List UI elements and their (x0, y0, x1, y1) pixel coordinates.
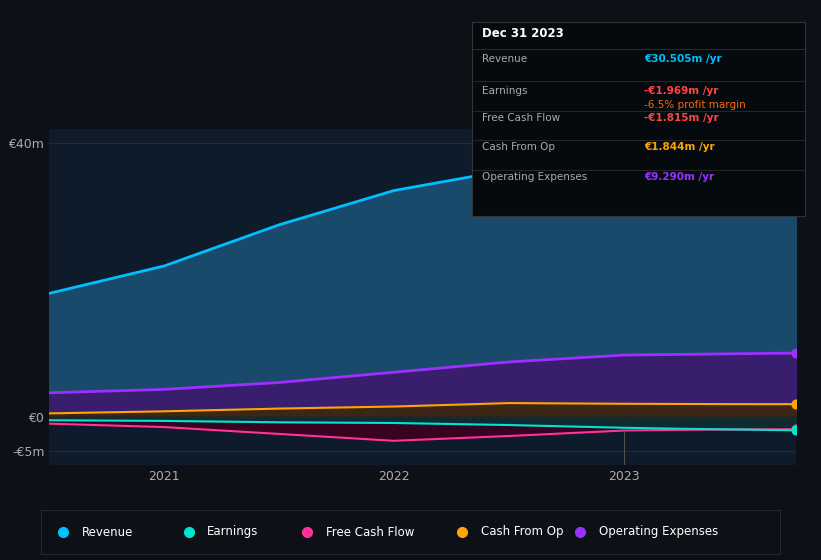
Text: Free Cash Flow: Free Cash Flow (482, 113, 560, 123)
Text: -€1.815m /yr: -€1.815m /yr (644, 113, 719, 123)
Text: Revenue: Revenue (482, 54, 527, 64)
Text: Operating Expenses: Operating Expenses (482, 172, 587, 182)
Point (790, 426, 803, 435)
Text: Revenue: Revenue (82, 525, 133, 539)
Text: Free Cash Flow: Free Cash Flow (325, 525, 414, 539)
Text: -6.5% profit margin: -6.5% profit margin (644, 100, 746, 110)
Text: €1.844m /yr: €1.844m /yr (644, 142, 715, 152)
Point (790, 400, 803, 409)
Text: Cash From Op: Cash From Op (481, 525, 563, 539)
Text: €30.505m /yr: €30.505m /yr (644, 54, 722, 64)
Text: Earnings: Earnings (482, 86, 527, 96)
Text: Earnings: Earnings (208, 525, 259, 539)
Point (790, 425, 803, 434)
Text: Operating Expenses: Operating Expenses (599, 525, 718, 539)
Text: €9.290m /yr: €9.290m /yr (644, 172, 714, 182)
Point (790, 349, 803, 358)
Text: -€1.969m /yr: -€1.969m /yr (644, 86, 719, 96)
Text: Dec 31 2023: Dec 31 2023 (482, 27, 564, 40)
Text: Cash From Op: Cash From Op (482, 142, 555, 152)
Point (790, 203, 803, 212)
